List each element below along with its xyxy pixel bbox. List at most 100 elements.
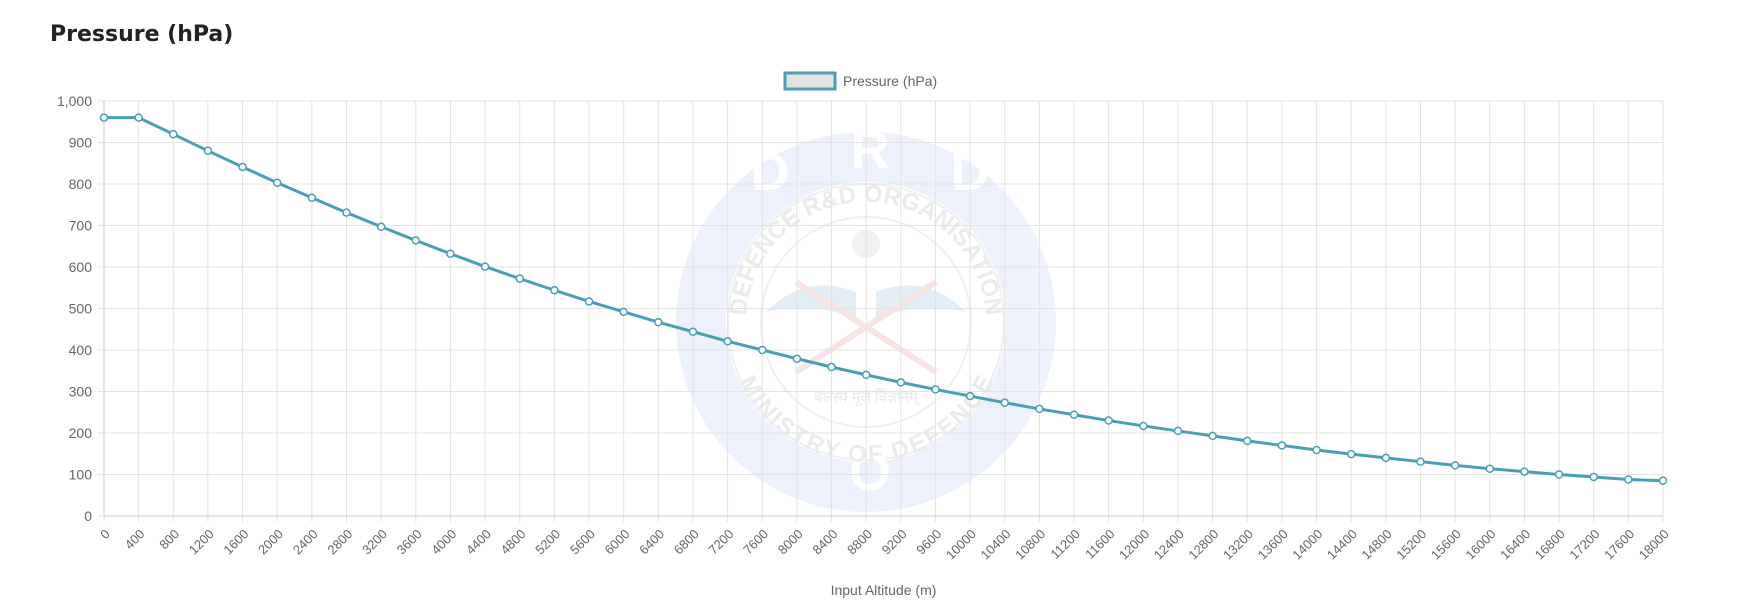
data-point <box>550 285 559 295</box>
x-tick-label: 17600 <box>1601 526 1637 562</box>
y-tick-label: 500 <box>69 301 93 317</box>
page-title: Pressure (hPa) <box>50 22 234 47</box>
x-tick-label: 11200 <box>1047 526 1082 561</box>
y-tick-label: 100 <box>69 467 93 483</box>
x-tick-label: 11600 <box>1082 526 1117 561</box>
data-point <box>723 337 732 346</box>
x-tick-label: 4400 <box>463 526 494 557</box>
data-point <box>480 262 490 271</box>
watermark-letter: D <box>751 142 790 202</box>
data-point <box>1277 441 1287 450</box>
data-point <box>1069 410 1079 419</box>
legend[interactable]: Pressure (hPa) <box>783 71 937 91</box>
x-tick-label: 0 <box>97 526 113 542</box>
data-point <box>688 327 698 336</box>
data-point <box>1139 421 1148 431</box>
data-point <box>272 178 282 188</box>
x-tick-label: 13600 <box>1255 526 1291 562</box>
x-tick-label: 2400 <box>290 526 321 557</box>
data-point <box>1173 426 1183 436</box>
y-tick-label: 700 <box>69 218 93 234</box>
data-point <box>584 297 594 306</box>
data-point <box>654 317 663 327</box>
x-tick-label: 9200 <box>879 526 910 557</box>
y-tick-label: 900 <box>69 135 93 151</box>
x-tick-label: 8400 <box>809 526 840 557</box>
legend-swatch <box>783 71 837 91</box>
data-point <box>1243 436 1252 446</box>
data-point <box>342 208 351 217</box>
data-point <box>169 129 178 139</box>
x-tick-label: 800 <box>156 526 182 552</box>
x-tick-label: 16800 <box>1532 526 1568 562</box>
x-tick-label: 5600 <box>567 526 598 557</box>
data-point <box>307 193 317 202</box>
x-tick-label: 14400 <box>1324 526 1360 562</box>
x-tick-label: 15600 <box>1428 526 1464 562</box>
x-tick-label: 5200 <box>532 526 563 557</box>
data-point <box>238 162 247 172</box>
y-tick-label: 400 <box>69 342 93 358</box>
x-tick-label: 7600 <box>740 526 771 557</box>
x-tick-label: 1200 <box>186 526 217 557</box>
data-point <box>1000 398 1010 407</box>
x-tick-label: 10800 <box>1012 526 1048 562</box>
x-tick-label: 7200 <box>705 526 736 557</box>
data-point <box>1416 457 1425 466</box>
x-tick-label: 14000 <box>1289 526 1325 562</box>
data-point <box>1312 445 1321 455</box>
x-tick-label: 3200 <box>359 526 390 557</box>
data-point <box>1624 475 1633 484</box>
x-tick-label: 6800 <box>671 526 702 557</box>
y-tick-label: 300 <box>69 384 93 400</box>
data-point <box>896 378 906 387</box>
data-point <box>619 307 628 317</box>
data-point <box>1346 449 1356 459</box>
data-point <box>1104 416 1113 425</box>
watermark-letter: R <box>851 120 890 180</box>
watermark-letter: O <box>849 442 891 502</box>
y-tick-label: 600 <box>69 259 93 275</box>
series-group <box>99 113 1668 485</box>
data-point <box>1381 453 1391 463</box>
y-tick-label: 0 <box>84 508 92 524</box>
data-point <box>1450 461 1460 470</box>
data-point <box>1658 476 1668 485</box>
x-tick-label: 4800 <box>498 526 529 557</box>
x-tick-label: 2800 <box>324 526 355 557</box>
data-point <box>861 370 871 380</box>
x-tick-label: 10400 <box>977 526 1013 562</box>
x-tick-label: 6000 <box>602 526 633 557</box>
data-point <box>1035 404 1044 414</box>
x-tick-label: 400 <box>122 526 148 552</box>
x-tick-label: 14800 <box>1359 526 1395 562</box>
x-tick-label: 8000 <box>775 526 806 557</box>
data-point <box>376 222 386 231</box>
data-point <box>1485 464 1495 473</box>
x-tick-label: 17200 <box>1566 526 1602 562</box>
legend-label: Pressure (hPa) <box>843 73 937 89</box>
data-point <box>757 345 767 355</box>
x-tick-label: 3600 <box>394 526 425 557</box>
x-tick-label: 2000 <box>255 526 286 557</box>
x-tick-label: 10000 <box>943 526 979 562</box>
data-point <box>446 249 455 258</box>
x-tick-label: 13200 <box>1220 526 1256 562</box>
data-point <box>965 391 975 401</box>
y-tick-label: 1,000 <box>57 93 92 109</box>
x-tick-label: 16400 <box>1497 526 1533 562</box>
data-point <box>515 274 524 283</box>
x-tick-label: 18000 <box>1636 526 1672 562</box>
data-point <box>134 113 143 122</box>
x-tick-label: 12000 <box>1116 526 1152 562</box>
data-point <box>1589 472 1598 482</box>
grid-lines <box>98 100 1664 522</box>
x-tick-label: 12800 <box>1185 526 1221 562</box>
data-point <box>827 362 836 372</box>
data-point <box>931 385 940 394</box>
data-point <box>792 354 802 363</box>
x-tick-label: 8800 <box>844 526 875 557</box>
x-tick-label: 4000 <box>428 526 459 557</box>
